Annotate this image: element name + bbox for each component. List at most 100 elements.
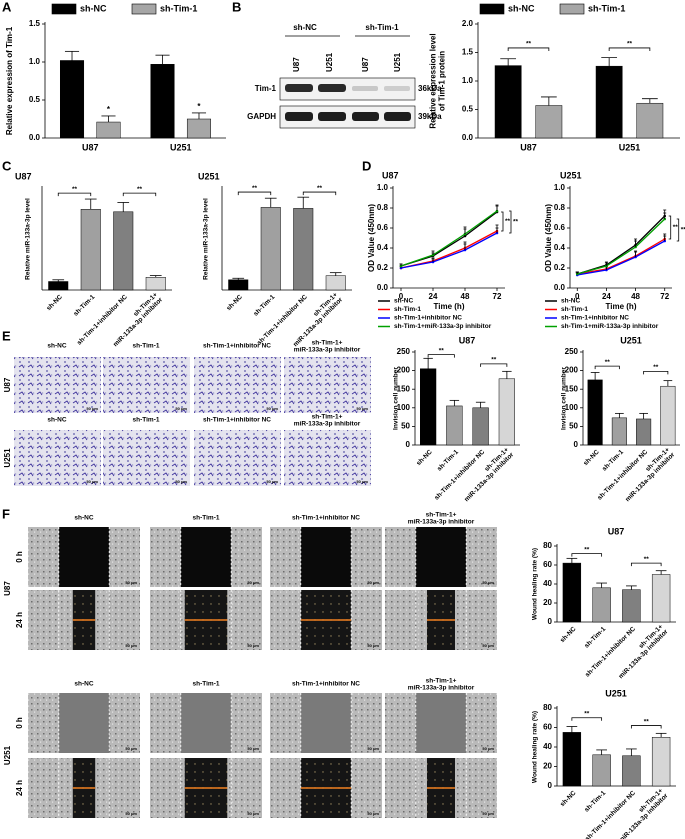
bar: [651, 737, 671, 787]
scale-bar-label: 50 μm: [356, 479, 368, 484]
x-axis-label: Time (h): [434, 302, 465, 311]
y-tick-label: 0.0: [29, 133, 41, 142]
scale-bar-label: 50 μm: [266, 479, 278, 484]
series-line: [400, 230, 498, 269]
scale-bar-label: 50 μm: [367, 580, 379, 585]
chart-title: U251: [620, 335, 642, 345]
y-tick-label: 50: [401, 422, 410, 431]
wound-gap: [300, 693, 352, 753]
scale-bar-label: 50 μm: [247, 811, 259, 816]
size-label: 36kDa: [418, 84, 442, 93]
error-bar: [495, 227, 499, 233]
x-tick-label: sh-Tim-1: [436, 448, 460, 472]
y-tick-label: 0: [574, 440, 579, 449]
blot-group: sh-Tim-1: [365, 23, 399, 32]
y-tick-label: 0.6: [554, 223, 566, 232]
y-tick-label: 1.0: [462, 76, 474, 85]
column-label: sh-Tim-1+inhibitor NC: [203, 343, 271, 350]
error-bar: [149, 275, 162, 278]
y-axis-label: OD Value (450nm): [544, 204, 553, 272]
significance-label: **: [681, 227, 685, 234]
y-tick-label: 1.0: [554, 183, 566, 192]
error-bar: [399, 263, 403, 266]
micrograph: [14, 357, 101, 413]
time-label: 0 h: [15, 717, 24, 729]
error-bar: [101, 115, 116, 123]
significance-bracket: [501, 211, 504, 232]
error-bar: [655, 732, 667, 738]
chart-title: U251: [198, 171, 220, 181]
bar: [651, 574, 671, 623]
significance-label: **: [439, 347, 445, 354]
bar: [59, 60, 85, 139]
column-label: sh-Tim-1+ miR-133a-3p inhibitor: [294, 413, 361, 427]
protein-label: GAPDH: [247, 112, 276, 121]
wound-gap: [415, 693, 467, 753]
bar: [80, 209, 101, 291]
y-tick-label: 20: [543, 762, 552, 771]
column-label: sh-Tim-1+inhibitor NC: [203, 417, 271, 424]
micrograph: [103, 430, 190, 486]
micrograph: [284, 357, 371, 413]
scale-bar-label: 50 μm: [367, 643, 379, 648]
row-label: U251: [3, 448, 12, 468]
panel-letter: B: [232, 0, 241, 14]
chart-title: U87: [608, 526, 625, 536]
y-axis-label: Wound healing rate (%): [532, 711, 539, 783]
error-bar: [639, 412, 648, 419]
y-axis-label: Relative miR-133a-3p level: [203, 198, 210, 280]
x-tick-label: sh-Tim-1+miR-133a-3p inhibitor: [107, 291, 164, 348]
lane-label: U251: [325, 52, 334, 72]
band: [352, 112, 379, 121]
significance-bracket: [302, 191, 337, 196]
bar: [325, 275, 346, 291]
significance-label: **: [505, 218, 511, 225]
x-tick-label: sh-Tim-1+inhibitor NC: [596, 448, 649, 501]
y-tick-label: 80: [543, 703, 552, 712]
significance-label: **: [653, 364, 659, 371]
lane-label: U251: [393, 52, 402, 72]
x-tick-label: sh-NC: [559, 789, 578, 808]
bar: [494, 65, 522, 139]
column-label: sh-NC: [74, 681, 93, 688]
y-tick-label: 1.5: [462, 48, 474, 57]
x-tick-label: sh-NC: [582, 448, 601, 467]
micrograph: [14, 430, 101, 486]
legend-label: sh-Tim-1: [561, 306, 588, 313]
row-label: U251: [3, 745, 12, 765]
y-tick-label: 60: [543, 560, 552, 569]
x-tick-label: 48: [631, 292, 640, 301]
y-tick-label: 250: [397, 347, 411, 356]
wound-gap: [300, 527, 352, 587]
x-tick-label: sh-Tim-1+miR-133a-3p inhibitor: [612, 623, 669, 680]
significance-label: **: [627, 41, 633, 48]
y-tick-label: 40: [543, 742, 552, 751]
scale-bar-label: 50 μm: [86, 479, 98, 484]
chart-title: U87: [15, 171, 32, 181]
significance-label: **: [491, 357, 497, 364]
legend-label: sh-NC: [561, 298, 580, 305]
error-bar: [596, 582, 607, 588]
bar: [150, 64, 175, 139]
x-tick-label: sh-NC: [559, 625, 578, 644]
error-bar: [663, 380, 673, 387]
significance-bracket: [571, 717, 603, 721]
y-tick-label: 0.0: [377, 283, 389, 292]
column-label: sh-Tim-1: [193, 681, 220, 688]
error-bar: [634, 240, 638, 247]
scale-bar-label: 50 μm: [125, 580, 137, 585]
micrograph: [103, 357, 190, 413]
bar: [611, 417, 627, 446]
bar: [587, 379, 603, 446]
x-tick-label: sh-Tim-1: [583, 625, 607, 649]
micrograph: [194, 430, 281, 486]
y-tick-label: 0.2: [554, 263, 566, 272]
band: [318, 112, 346, 121]
significance-bracket: [571, 553, 603, 557]
band: [285, 84, 313, 92]
error-bar: [655, 570, 667, 575]
bar: [592, 754, 611, 787]
significance-bracket: [122, 192, 157, 197]
